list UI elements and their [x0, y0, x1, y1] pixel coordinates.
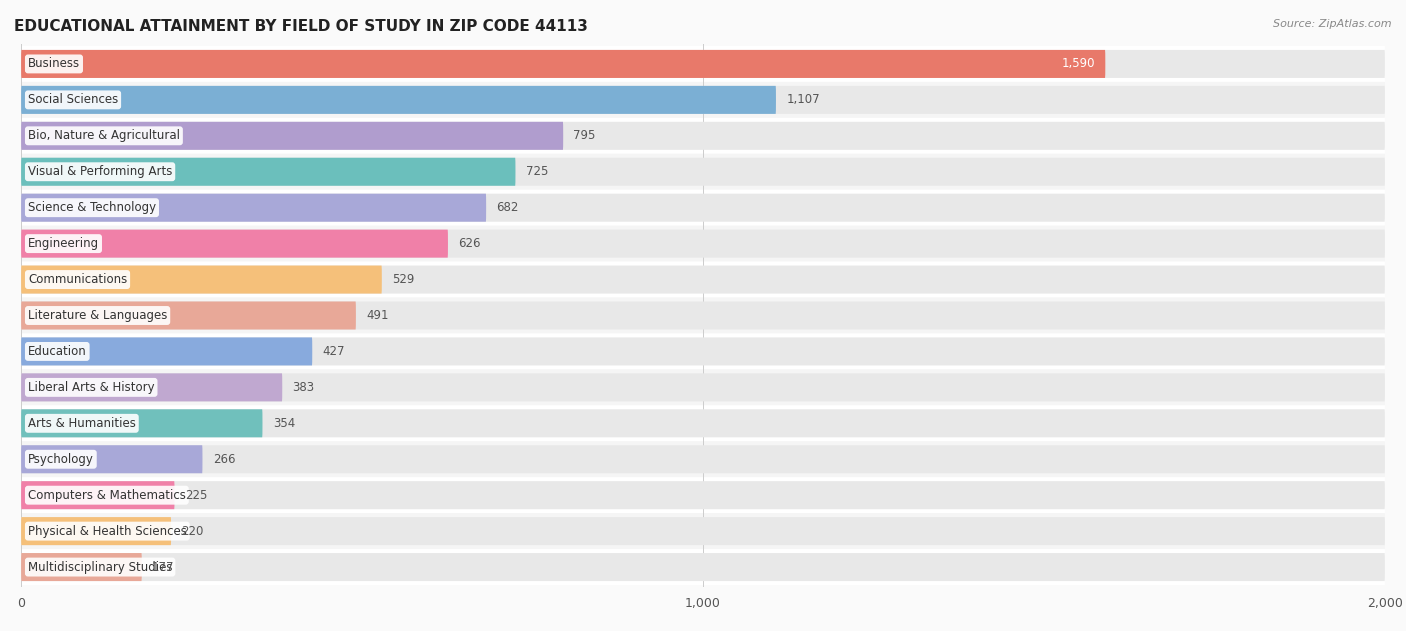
FancyBboxPatch shape	[21, 194, 486, 221]
FancyBboxPatch shape	[21, 410, 1385, 437]
FancyBboxPatch shape	[21, 46, 1385, 82]
Text: Bio, Nature & Agricultural: Bio, Nature & Agricultural	[28, 129, 180, 143]
Text: Psychology: Psychology	[28, 453, 94, 466]
Text: 1,590: 1,590	[1062, 57, 1095, 71]
FancyBboxPatch shape	[21, 481, 1385, 509]
FancyBboxPatch shape	[21, 369, 1385, 405]
Text: 266: 266	[212, 453, 235, 466]
Text: 529: 529	[392, 273, 415, 286]
Text: Source: ZipAtlas.com: Source: ZipAtlas.com	[1274, 19, 1392, 29]
Text: Education: Education	[28, 345, 87, 358]
FancyBboxPatch shape	[21, 226, 1385, 262]
FancyBboxPatch shape	[21, 374, 1385, 401]
FancyBboxPatch shape	[21, 338, 312, 365]
FancyBboxPatch shape	[21, 553, 1385, 581]
Text: 725: 725	[526, 165, 548, 178]
Text: 177: 177	[152, 560, 174, 574]
FancyBboxPatch shape	[21, 517, 172, 545]
FancyBboxPatch shape	[21, 82, 1385, 118]
Text: Science & Technology: Science & Technology	[28, 201, 156, 214]
FancyBboxPatch shape	[21, 266, 382, 293]
FancyBboxPatch shape	[21, 118, 1385, 154]
Text: 682: 682	[496, 201, 519, 214]
FancyBboxPatch shape	[21, 549, 1385, 585]
Text: 1,107: 1,107	[786, 93, 820, 107]
Text: EDUCATIONAL ATTAINMENT BY FIELD OF STUDY IN ZIP CODE 44113: EDUCATIONAL ATTAINMENT BY FIELD OF STUDY…	[14, 19, 588, 34]
FancyBboxPatch shape	[21, 122, 564, 150]
FancyBboxPatch shape	[21, 262, 1385, 298]
Text: 383: 383	[292, 381, 315, 394]
Text: 795: 795	[574, 129, 596, 143]
FancyBboxPatch shape	[21, 513, 1385, 549]
FancyBboxPatch shape	[21, 230, 1385, 257]
Text: Computers & Mathematics: Computers & Mathematics	[28, 488, 186, 502]
FancyBboxPatch shape	[21, 298, 1385, 333]
FancyBboxPatch shape	[21, 158, 516, 186]
FancyBboxPatch shape	[21, 158, 1385, 186]
Text: Arts & Humanities: Arts & Humanities	[28, 417, 136, 430]
FancyBboxPatch shape	[21, 477, 1385, 513]
FancyBboxPatch shape	[21, 86, 1385, 114]
Text: 354: 354	[273, 417, 295, 430]
FancyBboxPatch shape	[21, 553, 142, 581]
FancyBboxPatch shape	[21, 405, 1385, 441]
Text: Physical & Health Sciences: Physical & Health Sciences	[28, 524, 187, 538]
Text: Communications: Communications	[28, 273, 127, 286]
FancyBboxPatch shape	[21, 302, 356, 329]
Text: Business: Business	[28, 57, 80, 71]
Text: Engineering: Engineering	[28, 237, 98, 250]
Text: 220: 220	[181, 524, 204, 538]
FancyBboxPatch shape	[21, 374, 283, 401]
FancyBboxPatch shape	[21, 50, 1385, 78]
FancyBboxPatch shape	[21, 230, 449, 257]
Text: Social Sciences: Social Sciences	[28, 93, 118, 107]
FancyBboxPatch shape	[21, 445, 1385, 473]
FancyBboxPatch shape	[21, 338, 1385, 365]
FancyBboxPatch shape	[21, 517, 1385, 545]
FancyBboxPatch shape	[21, 441, 1385, 477]
Text: Visual & Performing Arts: Visual & Performing Arts	[28, 165, 173, 178]
FancyBboxPatch shape	[21, 122, 1385, 150]
Text: 491: 491	[366, 309, 388, 322]
FancyBboxPatch shape	[21, 50, 1105, 78]
FancyBboxPatch shape	[21, 410, 263, 437]
FancyBboxPatch shape	[21, 194, 1385, 221]
Text: 225: 225	[184, 488, 207, 502]
FancyBboxPatch shape	[21, 445, 202, 473]
Text: Multidisciplinary Studies: Multidisciplinary Studies	[28, 560, 173, 574]
FancyBboxPatch shape	[21, 481, 174, 509]
Text: Liberal Arts & History: Liberal Arts & History	[28, 381, 155, 394]
FancyBboxPatch shape	[21, 190, 1385, 226]
Text: 626: 626	[458, 237, 481, 250]
FancyBboxPatch shape	[21, 266, 1385, 293]
FancyBboxPatch shape	[21, 86, 776, 114]
Text: 427: 427	[322, 345, 344, 358]
FancyBboxPatch shape	[21, 333, 1385, 369]
Text: Literature & Languages: Literature & Languages	[28, 309, 167, 322]
FancyBboxPatch shape	[21, 302, 1385, 329]
FancyBboxPatch shape	[21, 154, 1385, 190]
